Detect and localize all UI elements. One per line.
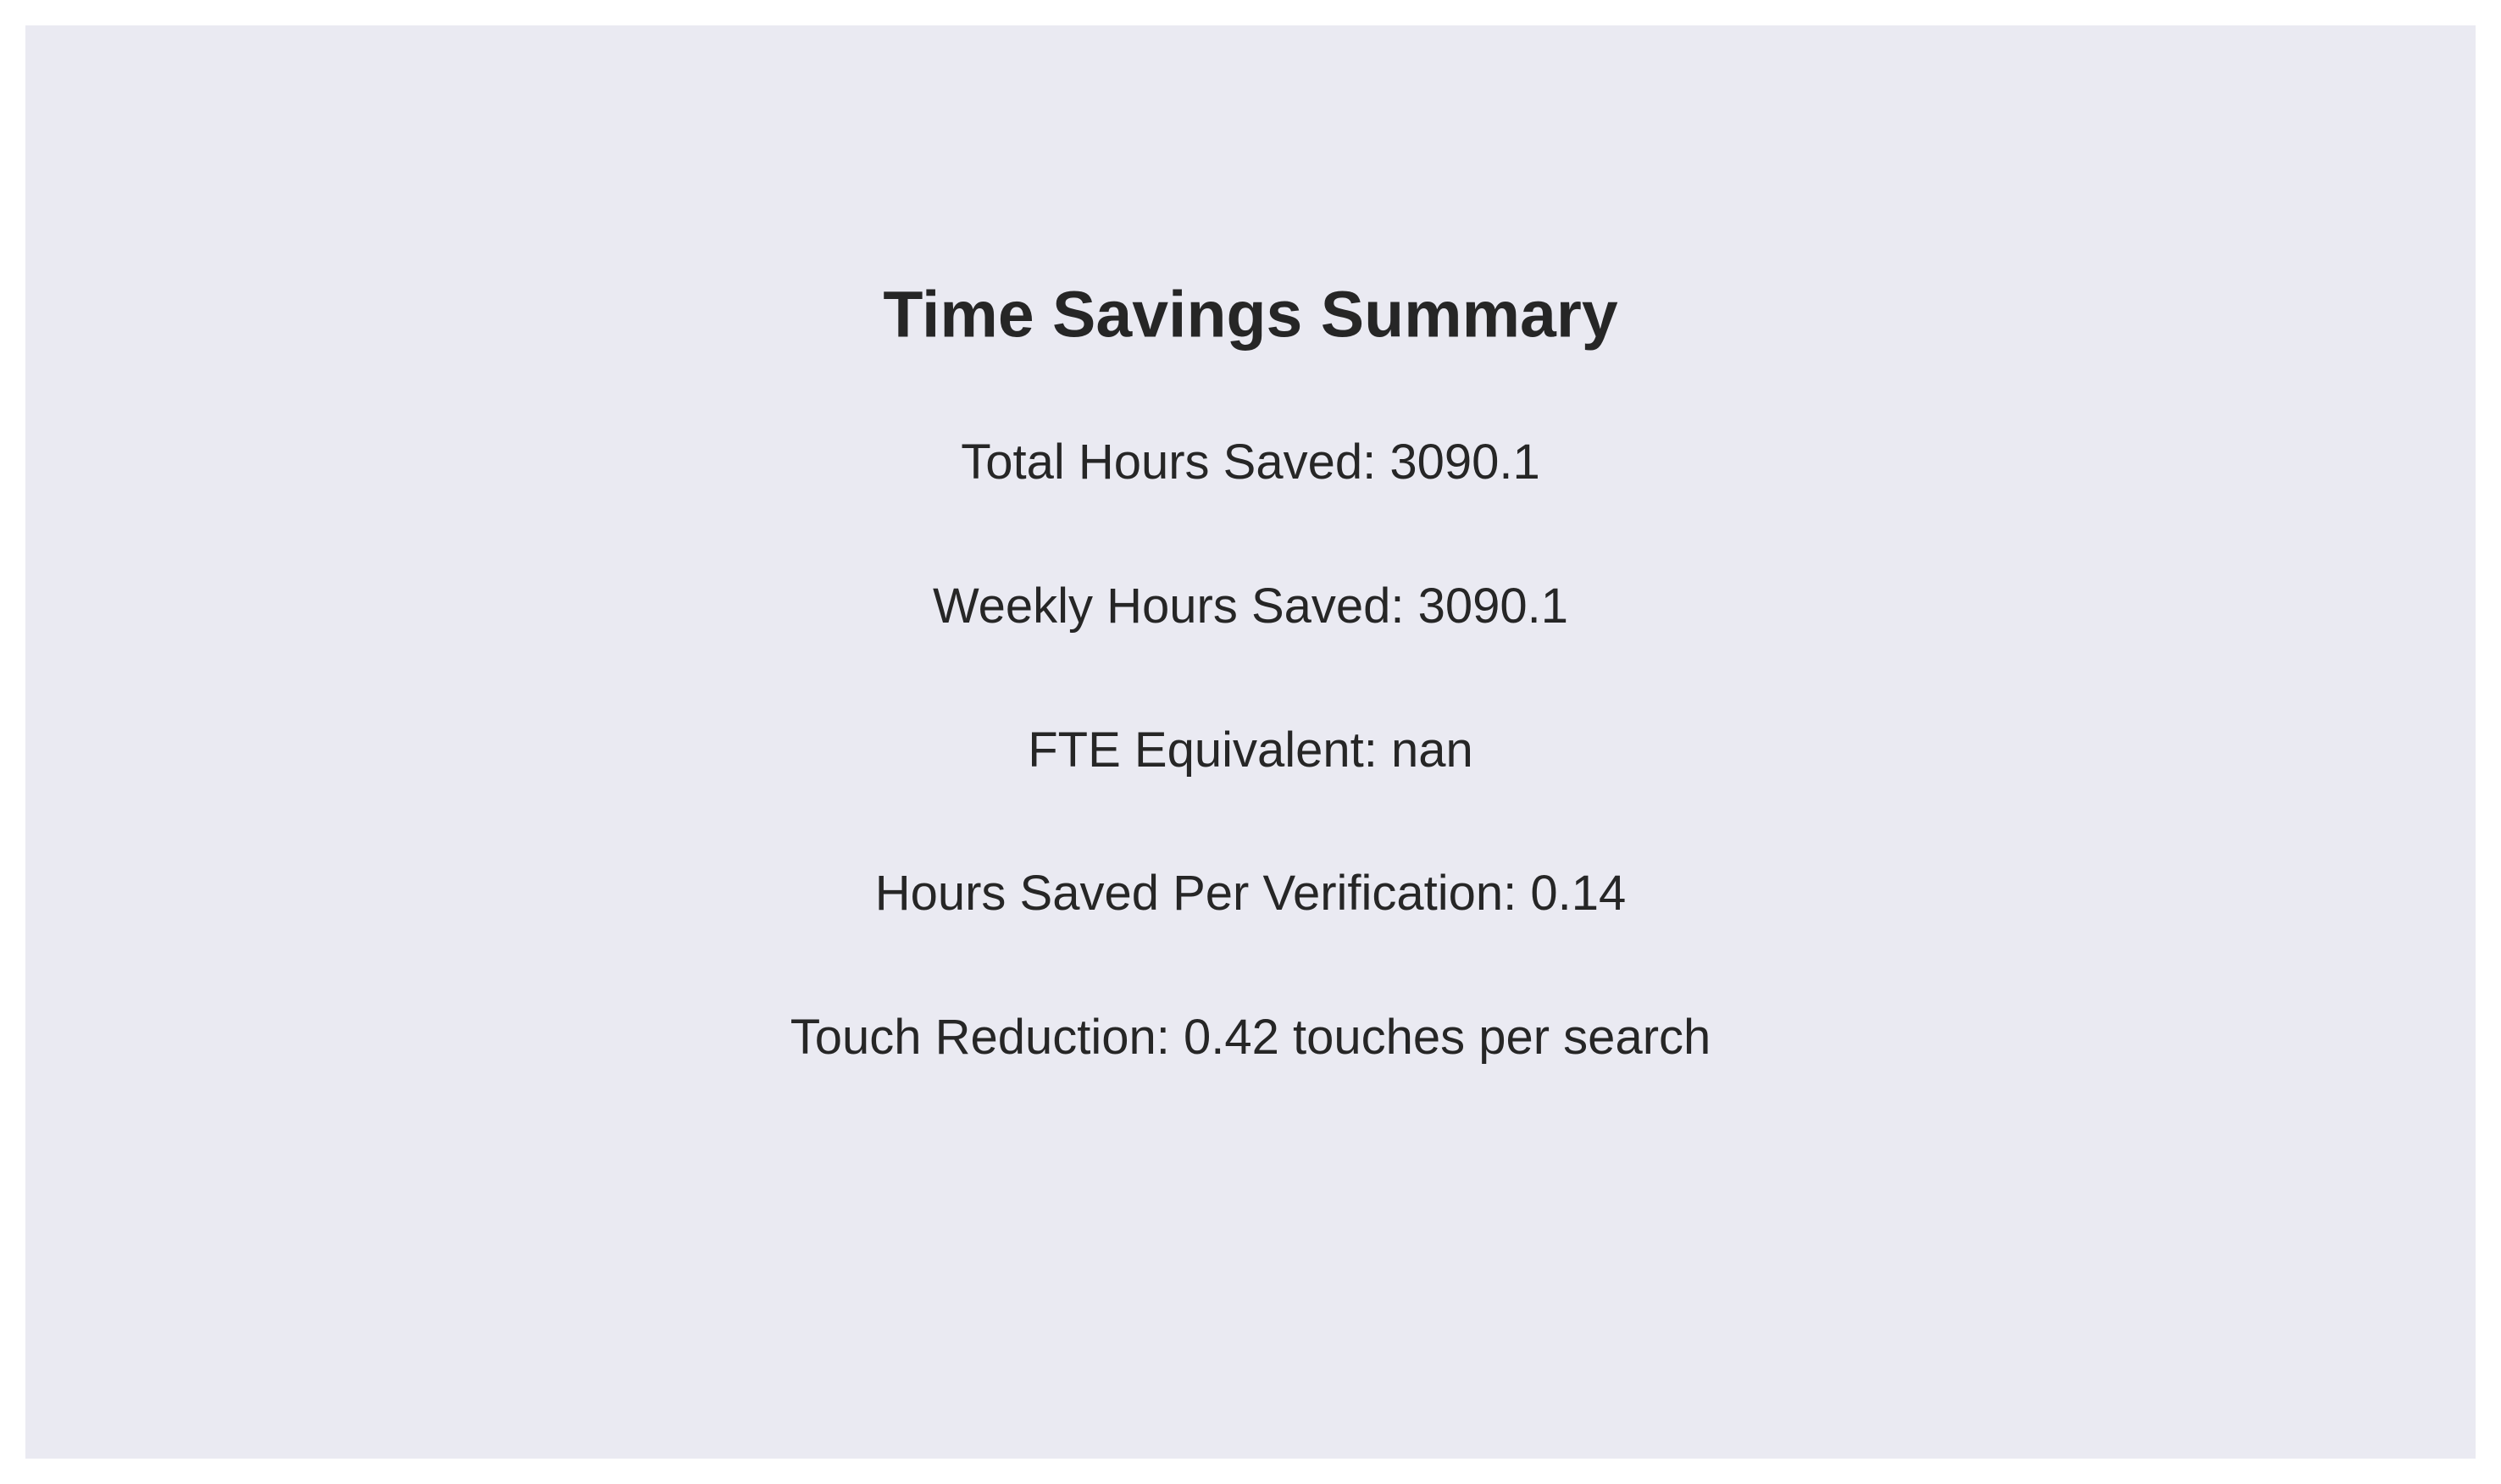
metric-fte-equivalent: FTE Equivalent: nan (1028, 723, 1473, 778)
metric-hours-saved-per-verification: Hours Saved Per Verification: 0.14 (874, 866, 1627, 921)
metric-total-hours-saved: Total Hours Saved: 3090.1 (961, 435, 1540, 490)
summary-panel: Time Savings Summary Total Hours Saved: … (25, 25, 2476, 1459)
metric-weekly-hours-saved: Weekly Hours Saved: 3090.1 (932, 579, 1569, 634)
metric-touch-reduction: Touch Reduction: 0.42 touches per search (790, 1010, 1711, 1065)
summary-title: Time Savings Summary (883, 278, 1618, 352)
